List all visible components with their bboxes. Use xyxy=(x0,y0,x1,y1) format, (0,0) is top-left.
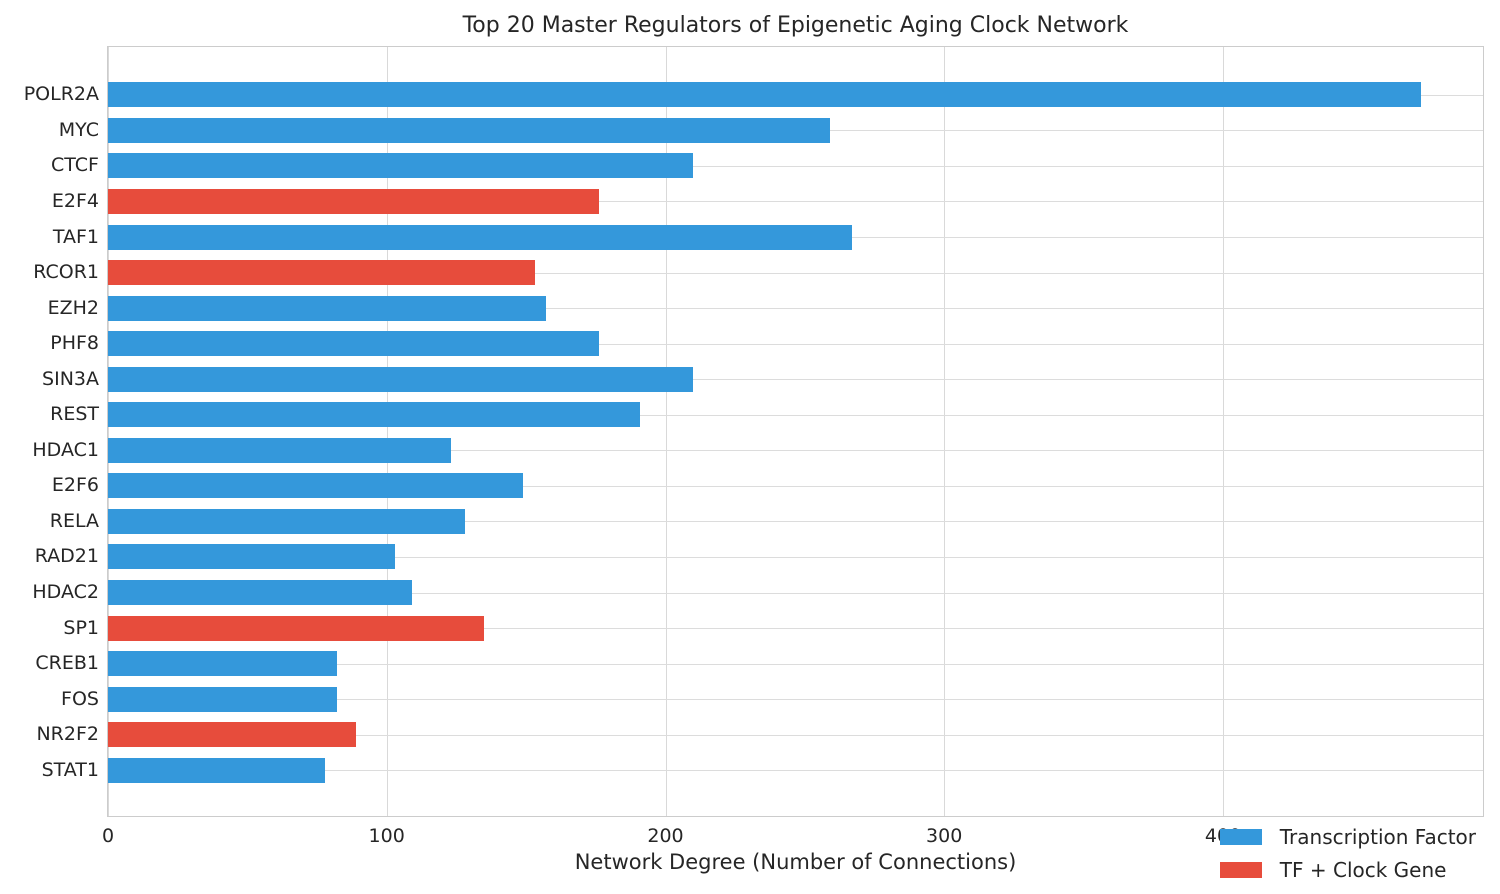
y-gridline-sin3a xyxy=(108,379,1483,381)
y-tick-label-ctcf: CTCF xyxy=(51,154,99,177)
y-tick-label-myc: MYC xyxy=(58,118,99,141)
y-tick-label-hdac2: HDAC2 xyxy=(32,581,99,603)
bar-rest xyxy=(108,402,641,428)
bar-phf8 xyxy=(108,331,599,357)
chart-title: Top 20 Master Regulators of Epigenetic A… xyxy=(462,13,1129,38)
y-tick-label-sin3a: SIN3A xyxy=(42,367,99,390)
y-gridline-hdac2 xyxy=(108,592,1483,594)
legend-entry-tf-clock-gene: TF + Clock Gene xyxy=(1219,858,1476,882)
x-gridline-100 xyxy=(386,47,388,816)
legend-swatch-red xyxy=(1219,862,1262,878)
y-gridline-rela xyxy=(108,521,1483,523)
bar-sp1 xyxy=(108,615,485,641)
x-gridline-400 xyxy=(1223,47,1224,816)
y-gridline-rad21 xyxy=(108,556,1483,558)
y-gridline-nr2f2 xyxy=(108,734,1483,736)
legend-label: Transcription Factor xyxy=(1279,825,1476,849)
bar-taf1 xyxy=(108,224,853,250)
plot-area: 0100200300400POLR2AMYCCTCFE2F4TAF1RCOR1E… xyxy=(24,46,1484,847)
x-tick-label-100: 100 xyxy=(368,825,405,847)
bar-myc xyxy=(108,117,830,143)
x-gridline-300 xyxy=(944,47,946,816)
bar-rad21 xyxy=(108,544,396,570)
bar-rcor1 xyxy=(108,260,535,285)
y-tick-label-hdac1: HDAC1 xyxy=(32,438,99,461)
y-tick-label-stat1: STAT1 xyxy=(41,758,99,781)
x-tick-label-200: 200 xyxy=(647,825,684,847)
bar-polr2a xyxy=(108,82,1421,108)
y-gridline-phf8 xyxy=(108,343,1483,345)
bar-hdac2 xyxy=(108,580,412,605)
y-tick-label-e2f4: E2F4 xyxy=(51,189,99,212)
legend-entry-transcription-factor: Transcription Factor xyxy=(1219,825,1476,849)
y-gridline-rcor1 xyxy=(108,272,1483,274)
y-tick-label-rela: RELA xyxy=(49,509,99,532)
y-tick-label-polr2a: POLR2A xyxy=(23,83,99,106)
bar-fos xyxy=(108,686,337,712)
bar-e2f4 xyxy=(108,188,599,214)
legend: Transcription Factor TF + Clock Gene xyxy=(1219,825,1476,882)
y-tick-label-rest: REST xyxy=(50,403,99,426)
x-axis-label: Network Degree (Number of Connections) xyxy=(574,850,1017,874)
y-tick-label-rcor1: RCOR1 xyxy=(33,261,99,283)
legend-swatch-blue xyxy=(1219,829,1262,845)
x-tick-label-0: 0 xyxy=(101,825,115,847)
y-tick-label-ezh2: EZH2 xyxy=(47,296,99,319)
y-tick-label-e2f6: E2F6 xyxy=(51,474,99,497)
y-gridline-e2f6 xyxy=(108,485,1483,487)
x-gridline-200 xyxy=(665,47,667,816)
y-tick-label-fos: FOS xyxy=(61,687,99,710)
y-tick-label-creb1: CREB1 xyxy=(35,652,99,675)
y-gridline-rest xyxy=(108,414,1483,416)
bar-ezh2 xyxy=(108,295,546,321)
bar-e2f6 xyxy=(108,473,524,499)
y-tick-label-sp1: SP1 xyxy=(63,616,99,639)
y-gridline-ctcf xyxy=(108,165,1483,167)
y-gridline-fos xyxy=(108,699,1483,701)
y-gridline-creb1 xyxy=(108,663,1483,665)
y-tick-label-nr2f2: NR2F2 xyxy=(36,723,99,746)
bar-stat1 xyxy=(108,757,326,783)
bar-nr2f2 xyxy=(108,722,357,748)
y-tick-label-taf1: TAF1 xyxy=(52,225,99,248)
bar-creb1 xyxy=(108,651,337,677)
bar-rela xyxy=(108,508,465,534)
x-tick-label-300: 300 xyxy=(926,825,963,847)
bar-hdac1 xyxy=(108,437,451,463)
y-gridline-sp1 xyxy=(108,628,1483,629)
y-gridline-hdac1 xyxy=(108,450,1483,452)
bar-sin3a xyxy=(108,366,694,392)
x-gridline-0 xyxy=(108,47,109,816)
legend-label: TF + Clock Gene xyxy=(1279,858,1447,882)
y-tick-label-rad21: RAD21 xyxy=(34,545,99,568)
y-gridline-stat1 xyxy=(108,770,1483,772)
y-gridline-e2f4 xyxy=(108,201,1483,203)
y-gridline-ezh2 xyxy=(108,308,1483,310)
bar-ctcf xyxy=(108,153,694,179)
y-tick-label-phf8: PHF8 xyxy=(50,332,99,355)
